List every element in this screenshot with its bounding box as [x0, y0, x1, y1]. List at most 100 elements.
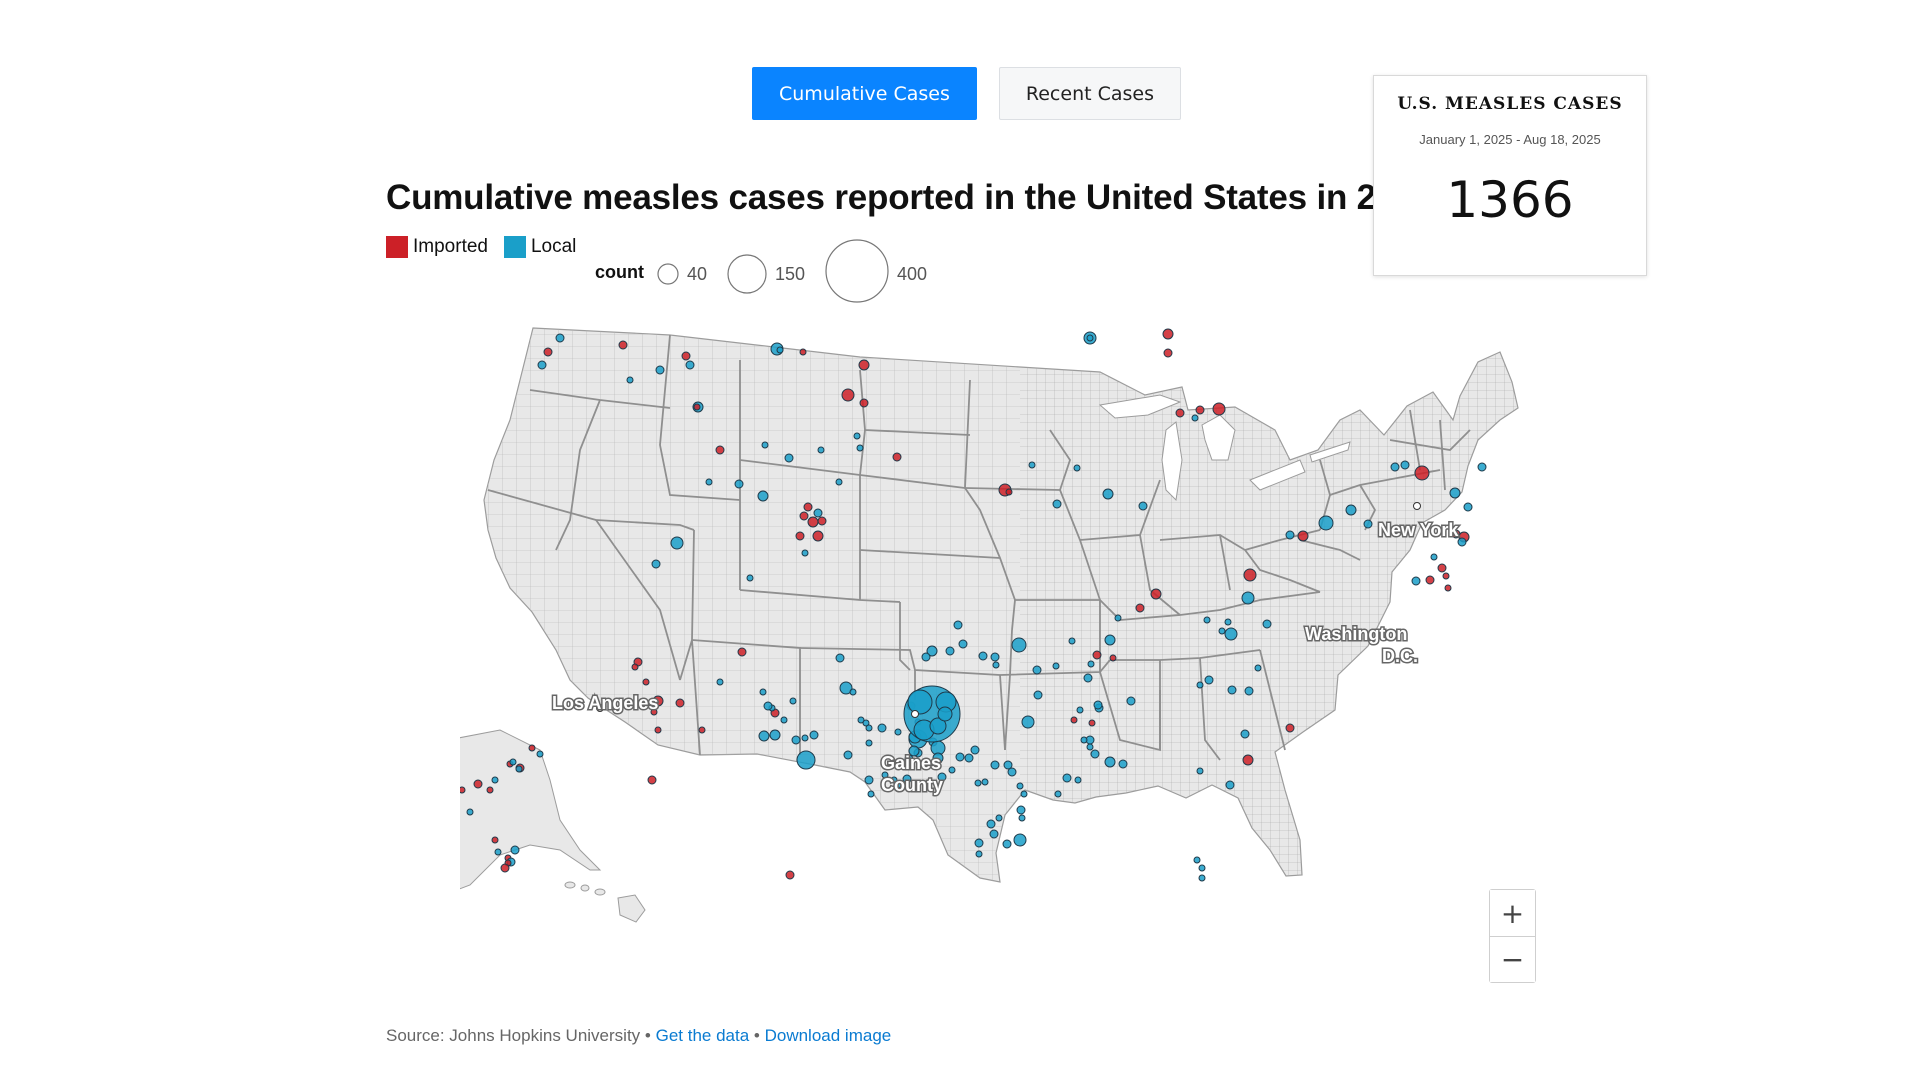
zoom-in-button[interactable]: +	[1490, 890, 1535, 936]
case-bubble[interactable]	[1196, 681, 1204, 689]
case-bubble[interactable]	[995, 814, 1003, 822]
case-bubble[interactable]	[902, 774, 912, 784]
case-bubble[interactable]	[1104, 634, 1116, 646]
case-bubble[interactable]	[1240, 729, 1250, 739]
download-image-link[interactable]: Download image	[764, 1026, 892, 1045]
case-bubble[interactable]	[1062, 773, 1072, 783]
case-bubble[interactable]	[1002, 839, 1012, 849]
case-bubble[interactable]	[536, 750, 544, 758]
case-bubble[interactable]	[1016, 805, 1026, 815]
case-bubble[interactable]	[685, 360, 695, 370]
case-bubble[interactable]	[1318, 515, 1334, 531]
case-bubble[interactable]	[1087, 660, 1095, 668]
case-bubble[interactable]	[817, 446, 825, 454]
case-bubble[interactable]	[1224, 627, 1238, 641]
case-bubble[interactable]	[921, 652, 931, 662]
case-bubble[interactable]	[865, 739, 873, 747]
case-bubble[interactable]	[510, 845, 520, 855]
case-bubble[interactable]	[1254, 664, 1262, 672]
case-bubble[interactable]	[796, 750, 816, 770]
case-bubble[interactable]	[1444, 584, 1452, 592]
case-bubble[interactable]	[990, 760, 1000, 770]
case-bubble[interactable]	[937, 772, 947, 782]
case-bubble[interactable]	[1068, 637, 1076, 645]
case-bubble[interactable]	[1196, 767, 1204, 775]
case-bubble[interactable]	[981, 778, 989, 786]
case-bubble[interactable]	[716, 678, 724, 686]
case-bubble[interactable]	[1437, 563, 1447, 573]
case-bubble[interactable]	[803, 502, 813, 512]
case-bubble[interactable]	[1363, 519, 1373, 529]
case-bubble[interactable]	[1020, 790, 1028, 798]
case-bubble[interactable]	[937, 706, 953, 722]
case-bubble[interactable]	[955, 752, 965, 762]
case-bubble[interactable]	[650, 708, 658, 716]
case-bubble[interactable]	[647, 775, 657, 785]
case-bubble[interactable]	[737, 647, 747, 657]
case-bubble[interactable]	[990, 652, 1000, 662]
case-bubble[interactable]	[986, 819, 996, 829]
case-bubble[interactable]	[975, 850, 983, 858]
case-bubble[interactable]	[654, 726, 662, 734]
case-bubble[interactable]	[1003, 760, 1013, 770]
case-bubble[interactable]	[1175, 408, 1185, 418]
case-bubble[interactable]	[974, 838, 984, 848]
case-bubble[interactable]	[867, 790, 875, 798]
case-bubble[interactable]	[799, 511, 809, 521]
case-bubble[interactable]	[859, 398, 869, 408]
case-bubble[interactable]	[1212, 402, 1226, 416]
case-bubble[interactable]	[1449, 487, 1461, 499]
zoom-out-button[interactable]: −	[1490, 936, 1535, 982]
case-bubble[interactable]	[835, 478, 843, 486]
case-bubble[interactable]	[817, 516, 827, 526]
case-bubble[interactable]	[958, 639, 968, 649]
case-bubble[interactable]	[1150, 588, 1162, 600]
case-bubble[interactable]	[1086, 334, 1094, 342]
case-bubble[interactable]	[1163, 348, 1173, 358]
case-bubble[interactable]	[1244, 686, 1254, 696]
case-bubble[interactable]	[1243, 568, 1257, 582]
case-bubble[interactable]	[791, 735, 801, 745]
case-bubble[interactable]	[894, 728, 902, 736]
case-bubble[interactable]	[494, 848, 502, 856]
case-bubble[interactable]	[858, 359, 870, 371]
case-bubble[interactable]	[1195, 405, 1205, 415]
case-bubble[interactable]	[780, 716, 788, 724]
case-bubble[interactable]	[953, 620, 963, 630]
case-bubble[interactable]	[1090, 749, 1100, 759]
case-bubble[interactable]	[1198, 874, 1206, 882]
case-bubble[interactable]	[1345, 504, 1357, 516]
case-bubble[interactable]	[992, 661, 1000, 669]
case-bubble[interactable]	[655, 365, 665, 375]
case-bubble[interactable]	[1052, 662, 1060, 670]
case-bubble[interactable]	[515, 765, 523, 773]
case-bubble[interactable]	[693, 403, 701, 411]
case-bubble[interactable]	[1442, 572, 1450, 580]
case-bubble[interactable]	[509, 758, 517, 766]
case-bubble[interactable]	[1285, 723, 1295, 733]
case-bubble[interactable]	[864, 775, 874, 785]
case-bubble[interactable]	[1102, 488, 1114, 500]
case-bubble[interactable]	[978, 651, 988, 661]
case-bubble[interactable]	[785, 870, 795, 880]
case-bubble[interactable]	[1162, 328, 1174, 340]
case-bubble[interactable]	[1193, 856, 1201, 864]
case-bubble[interactable]	[1028, 461, 1036, 469]
case-bubble[interactable]	[1457, 537, 1467, 547]
case-bubble[interactable]	[843, 750, 853, 760]
case-bubble[interactable]	[839, 681, 853, 695]
case-bubble[interactable]	[877, 723, 887, 733]
case-bubble[interactable]	[929, 717, 947, 735]
case-bubble[interactable]	[670, 536, 684, 550]
case-bubble[interactable]	[784, 453, 794, 463]
case-bubble[interactable]	[1070, 716, 1078, 724]
case-bubble[interactable]	[795, 531, 805, 541]
case-bubble[interactable]	[1225, 780, 1235, 790]
case-bubble[interactable]	[1104, 756, 1116, 768]
case-bubble[interactable]	[642, 678, 650, 686]
case-bubble[interactable]	[862, 719, 870, 727]
case-bubble[interactable]	[948, 766, 956, 774]
case-bubble[interactable]	[1203, 616, 1211, 624]
case-bubble[interactable]	[466, 808, 474, 816]
case-bubble[interactable]	[1224, 618, 1232, 626]
